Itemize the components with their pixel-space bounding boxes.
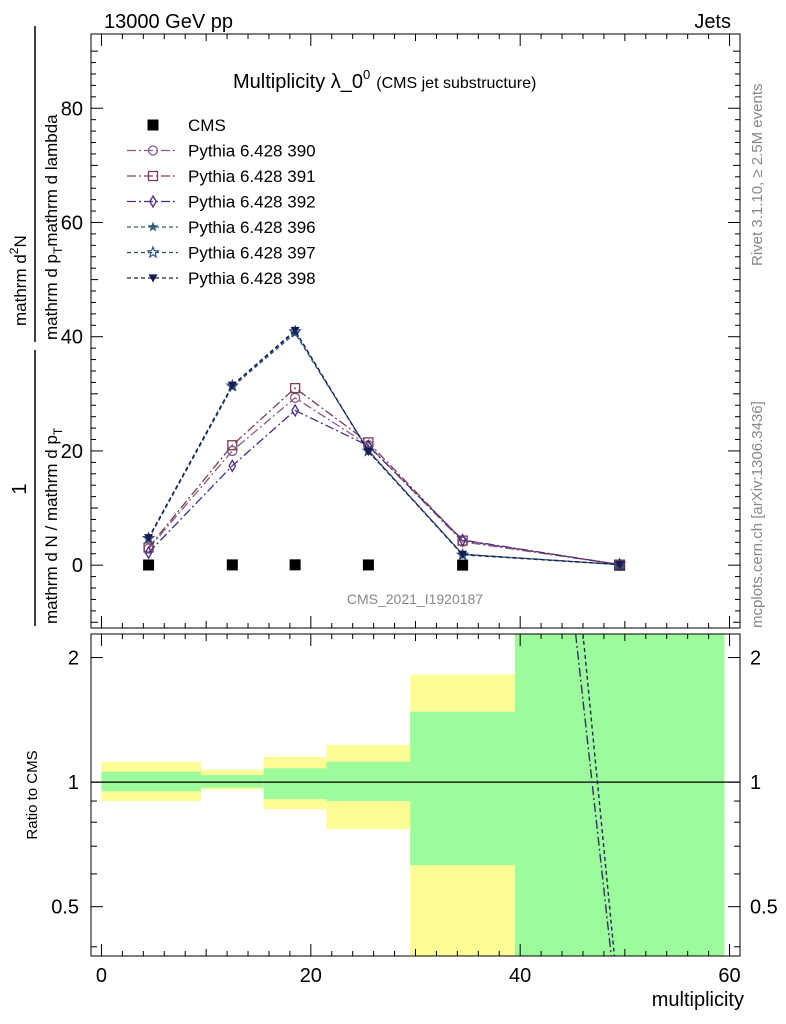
y-label-denom-2: mathrm d pTmathrm d lambda bbox=[42, 114, 65, 340]
legend-marker-2 bbox=[147, 170, 159, 182]
ratio-inner-band-5 bbox=[514, 634, 725, 956]
series-1-point-1 bbox=[227, 445, 238, 457]
x-tick-label: 60 bbox=[718, 965, 740, 987]
series-6-point-3 bbox=[363, 447, 373, 457]
y-label-denom-1: mathrm d N / mathrm d pT bbox=[42, 427, 65, 624]
series-6-point-5 bbox=[615, 561, 625, 570]
ratio-y-tick-label-right: 1 bbox=[750, 772, 761, 794]
legend-marker-6 bbox=[148, 274, 158, 283]
analysis-watermark: CMS_2021_I1920187 bbox=[347, 591, 483, 607]
side-rivet-label: Rivet 3.1.10, ≥ 2.5M events bbox=[749, 84, 766, 267]
series-3-point-2 bbox=[291, 403, 300, 418]
series-line-6 bbox=[148, 329, 620, 566]
ratio-uncertainty-bands bbox=[101, 634, 725, 956]
legend-label-1: Pythia 6.428 390 bbox=[188, 142, 316, 161]
side-mcplots-label: mcplots.cern.ch [arXiv:1306.3436] bbox=[749, 401, 766, 628]
series-2 bbox=[143, 382, 625, 570]
series-line-3 bbox=[148, 409, 620, 566]
header-energy-label: 13000 GeV pp bbox=[104, 11, 233, 33]
series-1-point-2 bbox=[289, 392, 301, 403]
series-6-point-4 bbox=[458, 550, 468, 559]
series-2-point-1 bbox=[227, 440, 238, 451]
main-y-axis-label: 1 mathrm d N / mathrm d pT mathrm d2N ma… bbox=[7, 26, 65, 626]
x-tick-label: 20 bbox=[300, 965, 322, 987]
series-6-point-0 bbox=[144, 534, 154, 543]
x-tick-label: 40 bbox=[509, 965, 531, 987]
header-process-label: Jets bbox=[694, 11, 731, 33]
series-1 bbox=[143, 392, 625, 570]
legend: CMS Pythia 6.428 390 Pythia 6.428 391 Pythi… bbox=[127, 116, 316, 288]
ratio-y-axis-label: Ratio to CMS bbox=[24, 750, 41, 839]
series-3-point-0 bbox=[144, 545, 153, 560]
series-6-point-1 bbox=[227, 381, 237, 390]
series-line-1 bbox=[148, 396, 620, 566]
series-line-2 bbox=[148, 387, 620, 566]
ratio-curve-1 bbox=[582, 633, 616, 957]
ratio-y-tick-label: 1 bbox=[68, 772, 79, 794]
legend-label-3: Pythia 6.428 392 bbox=[188, 193, 316, 212]
y-label-numer-1: 1 bbox=[9, 483, 31, 494]
x-axis-label: multiplicity bbox=[652, 989, 744, 1011]
ratio-inner-band-2 bbox=[263, 768, 327, 800]
y-label-numer-2: mathrm d2N bbox=[7, 235, 30, 326]
series-line-4 bbox=[148, 332, 620, 566]
series-6-point-2 bbox=[290, 326, 300, 335]
series-0-point-3 bbox=[362, 559, 374, 571]
x-tick-label: 0 bbox=[96, 965, 107, 987]
ratio-curve-0 bbox=[574, 633, 612, 957]
legend-label-4: Pythia 6.428 396 bbox=[188, 218, 316, 237]
ratio-y-tick-label-right: 2 bbox=[750, 648, 761, 670]
main-axes: 0 20 40 60 80 bbox=[61, 33, 741, 629]
series-0-point-2 bbox=[289, 559, 301, 571]
legend-marker-3 bbox=[149, 194, 157, 209]
legend-label-5: Pythia 6.428 397 bbox=[188, 244, 316, 263]
ratio-y-tick-label: 0.5 bbox=[51, 897, 79, 919]
series-5 bbox=[141, 324, 627, 571]
ratio-y-tick-label-right: 0.5 bbox=[750, 897, 778, 919]
legend-marker-1 bbox=[147, 145, 159, 156]
ratio-y-tick-label: 2 bbox=[68, 648, 79, 670]
series-6 bbox=[144, 326, 625, 570]
ratio-inner-band-0 bbox=[101, 771, 201, 792]
series-3 bbox=[144, 403, 624, 572]
series-line-5 bbox=[148, 330, 620, 566]
series-4 bbox=[143, 327, 625, 570]
main-y-tick-label: 60 bbox=[61, 212, 83, 234]
series-0 bbox=[143, 559, 626, 571]
main-y-tick-label: 20 bbox=[61, 441, 83, 463]
legend-marker-0 bbox=[147, 119, 159, 131]
series-0-point-1 bbox=[226, 559, 238, 571]
plot-title: Multiplicity λ_00(CMS jet substructure) bbox=[233, 67, 536, 93]
main-plot-series bbox=[141, 324, 627, 572]
main-y-tick-label: 40 bbox=[61, 327, 83, 349]
series-3-point-1 bbox=[228, 458, 237, 473]
legend-label-0: CMS bbox=[188, 116, 226, 135]
series-0-point-0 bbox=[143, 559, 155, 571]
series-2-point-2 bbox=[289, 382, 301, 394]
legend-marker-4 bbox=[147, 221, 159, 232]
main-y-tick-label: 0 bbox=[72, 555, 83, 577]
series-0-point-4 bbox=[457, 559, 469, 571]
legend-label-6: Pythia 6.428 398 bbox=[188, 269, 316, 288]
main-y-tick-label: 80 bbox=[61, 98, 83, 120]
ratio-inner-band-1 bbox=[200, 775, 264, 788]
ratio-curves bbox=[574, 633, 616, 957]
ratio-axes: 0.5 0.51 12 20 20 40 60 bbox=[51, 633, 778, 987]
legend-marker-5 bbox=[146, 245, 160, 259]
ratio-inner-band-4 bbox=[410, 711, 515, 866]
ratio-inner-band-3 bbox=[326, 761, 411, 802]
series-3-point-4 bbox=[458, 533, 467, 547]
legend-label-2: Pythia 6.428 391 bbox=[188, 167, 316, 186]
